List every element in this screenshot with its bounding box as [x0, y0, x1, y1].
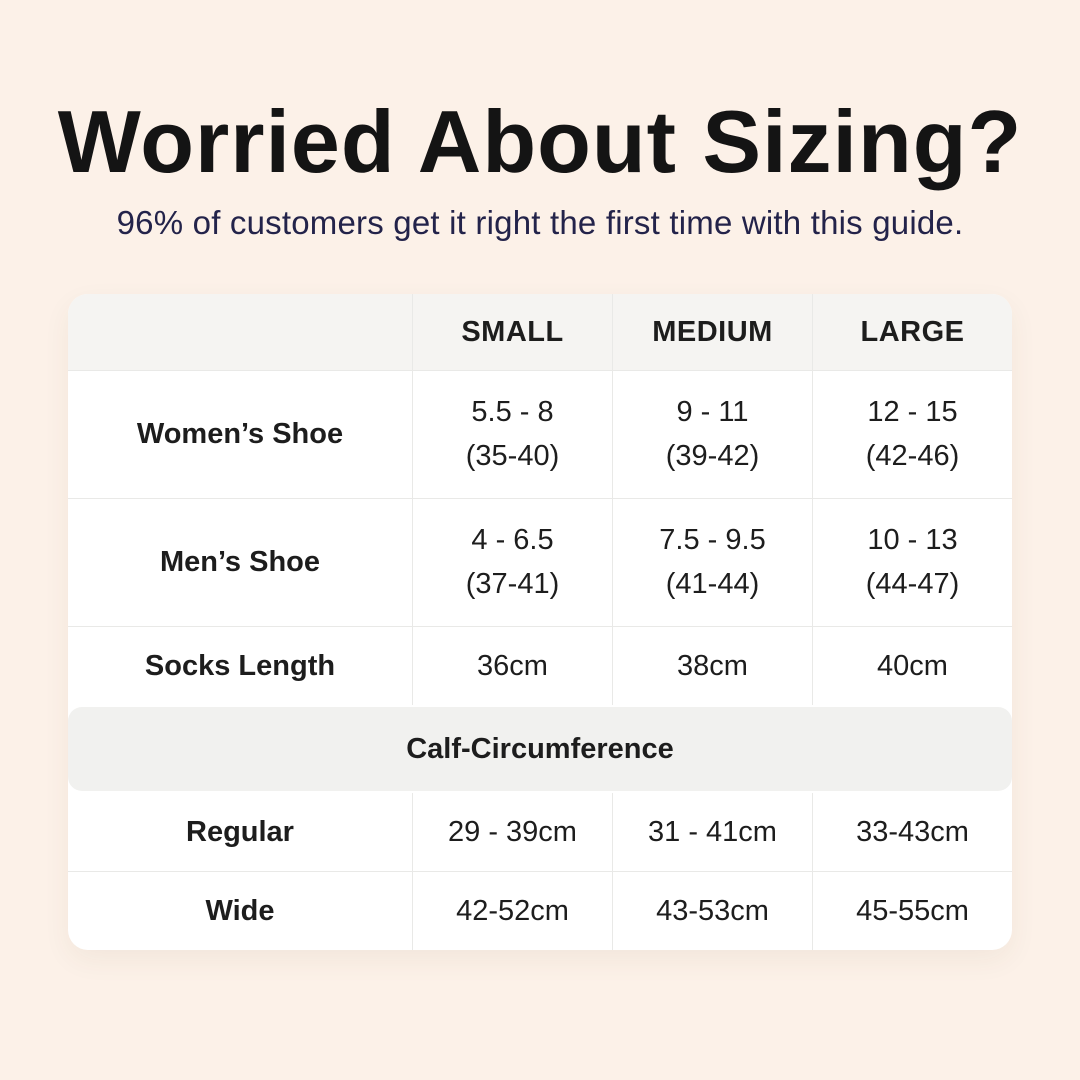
cell-line: (44-47): [865, 567, 960, 600]
cell-wide-large: 45-55cm: [812, 872, 1012, 951]
cell-regular-large: 33-43cm: [812, 793, 1012, 872]
cell-wide-medium: 43-53cm: [612, 872, 812, 951]
hero-section: Worried About Sizing? 96% of customers g…: [0, 0, 1080, 242]
table-row-socks-length: Socks Length 36cm 38cm 40cm: [68, 626, 1012, 706]
cell-womens-large: 12 - 15 (42-46): [812, 371, 1012, 499]
cell-line: 12 - 15: [867, 396, 958, 429]
cell-mens-small: 4 - 6.5 (37-41): [412, 499, 612, 627]
table-row-regular: Regular 29 - 39cm 31 - 41cm 33-43cm: [68, 793, 1012, 872]
cell-regular-small: 29 - 39cm: [412, 793, 612, 872]
cell-mens-large: 10 - 13 (44-47): [812, 499, 1012, 627]
cell-socks-medium: 38cm: [612, 627, 812, 706]
row-label: Socks Length: [144, 649, 336, 682]
cell-wide-small: 42-52cm: [412, 872, 612, 951]
row-label: Men’s Shoe: [159, 546, 321, 579]
cell-womens-medium: 9 - 11 (39-42): [612, 371, 812, 499]
cell-line: (41-44): [665, 567, 760, 600]
table-row-wide: Wide 42-52cm 43-53cm 45-55cm: [68, 871, 1012, 951]
cell-line: 5.5 - 8: [471, 396, 554, 429]
cell-socks-small: 36cm: [412, 627, 612, 706]
cell-mens-medium: 7.5 - 9.5 (41-44): [612, 499, 812, 627]
table-row-womens-shoe: Women’s Shoe 5.5 - 8 (35-40) 9 - 11 (39-…: [68, 370, 1012, 499]
table-row-mens-shoe: Men’s Shoe 4 - 6.5 (37-41) 7.5 - 9.5 (41…: [68, 498, 1012, 627]
column-header-small: SMALL: [412, 294, 612, 371]
cell-line: 9 - 11: [676, 396, 749, 429]
table-header-row: SMALL MEDIUM LARGE: [68, 294, 1012, 371]
page-subtitle: 96% of customers get it right the first …: [116, 204, 964, 242]
row-label: Regular: [186, 815, 294, 848]
cell-line: (37-41): [465, 567, 560, 600]
cell-line: 4 - 6.5: [471, 524, 554, 557]
cell-line: 10 - 13: [867, 524, 958, 557]
cell-socks-large: 40cm: [812, 627, 1012, 706]
cell-line: (35-40): [465, 439, 560, 472]
cell-regular-medium: 31 - 41cm: [612, 793, 812, 872]
row-label: Wide: [205, 894, 275, 927]
column-header-medium: MEDIUM: [612, 294, 812, 371]
page-title: Worried About Sizing?: [57, 92, 1023, 191]
cell-womens-small: 5.5 - 8 (35-40): [412, 371, 612, 499]
cell-line: (42-46): [865, 439, 960, 472]
calf-circumference-section-header: Calf-Circumference: [68, 707, 1012, 792]
header-empty-cell: [68, 294, 412, 370]
column-header-large: LARGE: [812, 294, 1012, 371]
row-label: Women’s Shoe: [136, 418, 344, 451]
cell-line: 7.5 - 9.5: [659, 524, 766, 557]
size-chart-table: SMALL MEDIUM LARGE Women’s Shoe 5.5 - 8 …: [68, 294, 1012, 951]
cell-line: (39-42): [665, 439, 760, 472]
